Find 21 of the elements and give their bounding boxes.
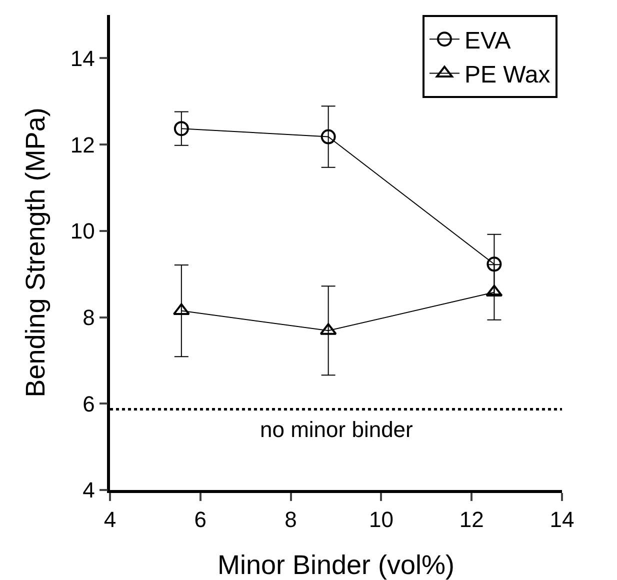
y-axis-title: Bending Strength (MPa) — [20, 108, 50, 398]
legend-label: PE Wax — [464, 62, 550, 89]
y-tick-label: 10 — [70, 218, 95, 244]
point — [320, 129, 336, 144]
y-tick-label: 4 — [82, 478, 95, 503]
x-tick-label: 6 — [194, 507, 207, 532]
x-axis-title: Minor Binder (vol%) — [217, 550, 455, 580]
x-tick-label: 10 — [368, 507, 394, 532]
x-tick-label: 12 — [459, 507, 484, 532]
x-tick-label: 14 — [550, 507, 574, 532]
y-tick-label: 12 — [70, 132, 95, 158]
legend-label: EVA — [464, 27, 511, 54]
y-tick-label: 8 — [82, 304, 95, 330]
ref-line-label: no minor binder — [260, 417, 413, 442]
x-tick-label: 8 — [284, 507, 297, 532]
point — [174, 121, 189, 136]
y-tick-label: 6 — [82, 391, 95, 416]
x-tick-label: 4 — [104, 507, 116, 532]
point — [486, 256, 502, 272]
point — [172, 303, 190, 316]
y-tick-label: 14 — [70, 46, 95, 71]
